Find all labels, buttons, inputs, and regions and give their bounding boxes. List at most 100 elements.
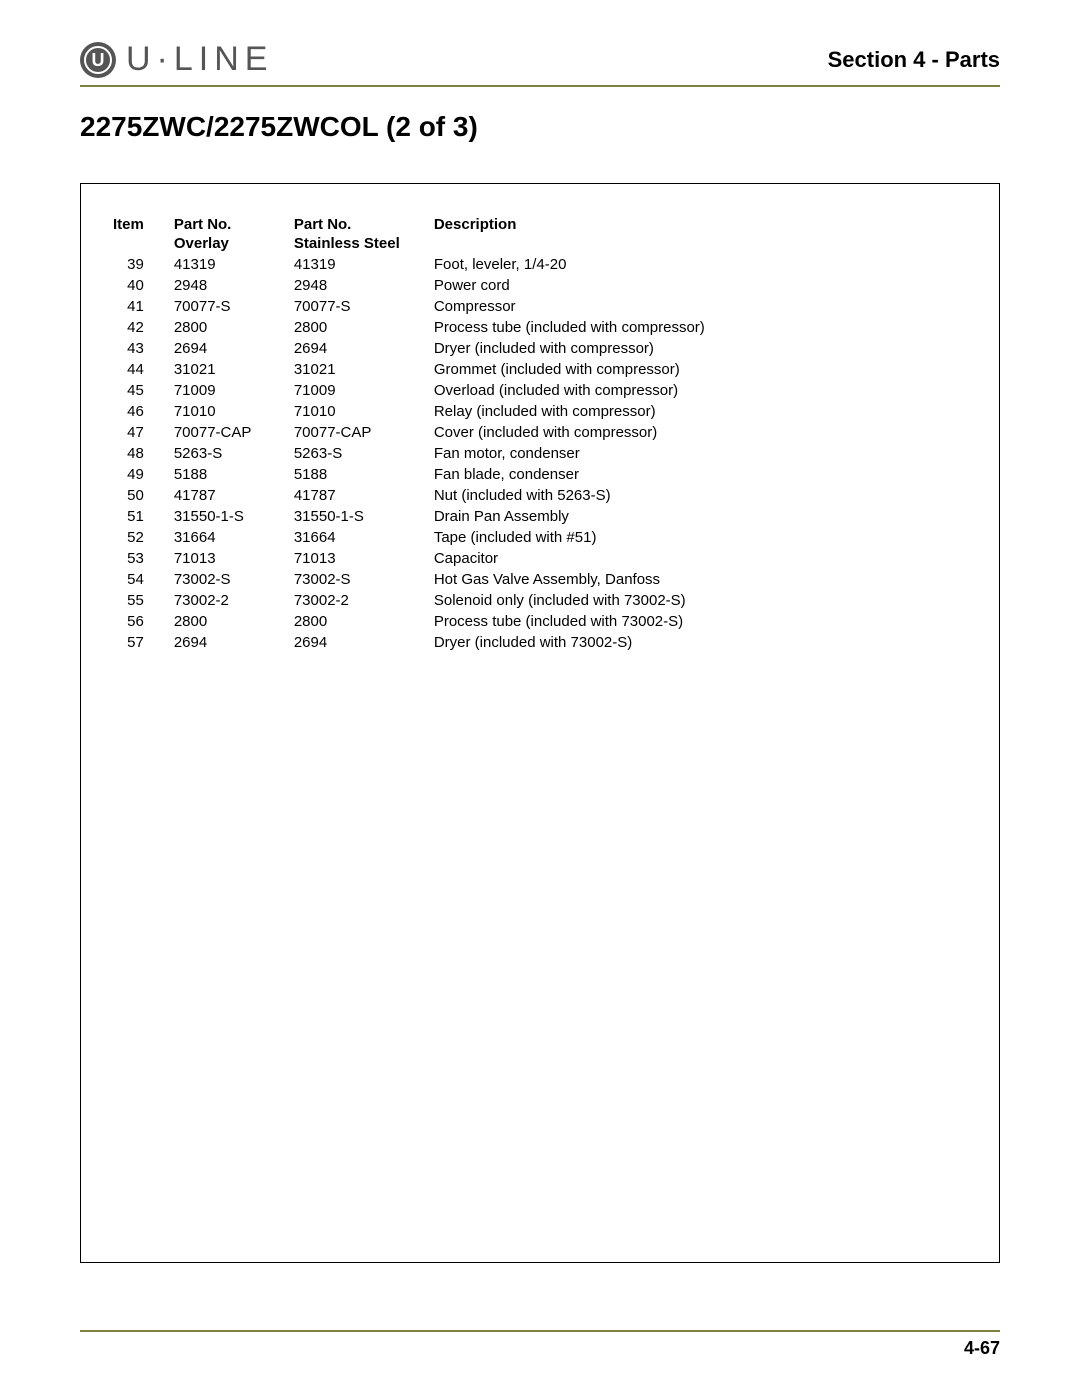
table-row: 443102131021Grommet (included with compr… bbox=[111, 359, 723, 380]
page-header: U U·LINE Section 4 - Parts bbox=[80, 40, 1000, 87]
table-row: 485263-S5263-SFan motor, condenser bbox=[111, 443, 723, 464]
table-row: 537101371013Capacitor bbox=[111, 548, 723, 569]
cell-item: 46 bbox=[111, 401, 172, 422]
cell-description: Dryer (included with 73002-S) bbox=[432, 632, 723, 653]
table-row: 4029482948Power cord bbox=[111, 275, 723, 296]
cell-overlay: 31021 bbox=[172, 359, 292, 380]
cell-description: Relay (included with compressor) bbox=[432, 401, 723, 422]
cell-stainless: 41319 bbox=[292, 254, 432, 275]
table-row: 467101071010Relay (included with compres… bbox=[111, 401, 723, 422]
cell-description: Hot Gas Valve Assembly, Danfoss bbox=[432, 569, 723, 590]
col-header-item-blank bbox=[111, 235, 172, 254]
cell-description: Grommet (included with compressor) bbox=[432, 359, 723, 380]
table-row: 4228002800Process tube (included with co… bbox=[111, 317, 723, 338]
cell-item: 50 bbox=[111, 485, 172, 506]
cell-item: 44 bbox=[111, 359, 172, 380]
cell-item: 40 bbox=[111, 275, 172, 296]
cell-overlay: 2948 bbox=[172, 275, 292, 296]
cell-stainless: 2694 bbox=[292, 338, 432, 359]
cell-item: 39 bbox=[111, 254, 172, 275]
cell-description: Tape (included with #51) bbox=[432, 527, 723, 548]
table-row: 394131941319Foot, leveler, 1/4-20 bbox=[111, 254, 723, 275]
cell-stainless: 73002-S bbox=[292, 569, 432, 590]
cell-item: 57 bbox=[111, 632, 172, 653]
col-header-description: Description bbox=[432, 214, 723, 235]
brand-logo-ring-icon: U bbox=[84, 46, 112, 74]
page-footer: 4-67 bbox=[80, 1330, 1000, 1359]
col-header-description-blank bbox=[432, 235, 723, 254]
brand-text: U·LINE bbox=[126, 40, 273, 79]
parts-table: Item Part No. Part No. Description Overl… bbox=[111, 214, 723, 653]
cell-description: Solenoid only (included with 73002-S) bbox=[432, 590, 723, 611]
cell-stainless: 31550-1-S bbox=[292, 506, 432, 527]
cell-item: 56 bbox=[111, 611, 172, 632]
col-header-overlay-line1: Part No. bbox=[172, 214, 292, 235]
cell-description: Overload (included with compressor) bbox=[432, 380, 723, 401]
cell-overlay: 31664 bbox=[172, 527, 292, 548]
table-row: 5573002-273002-2Solenoid only (included … bbox=[111, 590, 723, 611]
cell-overlay: 5263-S bbox=[172, 443, 292, 464]
table-row: 457100971009Overload (included with comp… bbox=[111, 380, 723, 401]
table-row: 5628002800Process tube (included with 73… bbox=[111, 611, 723, 632]
cell-item: 52 bbox=[111, 527, 172, 548]
col-header-overlay-line2: Overlay bbox=[172, 235, 292, 254]
cell-item: 41 bbox=[111, 296, 172, 317]
cell-overlay: 2800 bbox=[172, 611, 292, 632]
section-label: Section 4 - Parts bbox=[828, 47, 1000, 73]
cell-overlay: 5188 bbox=[172, 464, 292, 485]
table-row: 5726942694Dryer (included with 73002-S) bbox=[111, 632, 723, 653]
cell-item: 49 bbox=[111, 464, 172, 485]
page-title: 2275ZWC/2275ZWCOL (2 of 3) bbox=[80, 111, 1000, 143]
cell-stainless: 73002-2 bbox=[292, 590, 432, 611]
cell-description: Foot, leveler, 1/4-20 bbox=[432, 254, 723, 275]
cell-overlay: 71009 bbox=[172, 380, 292, 401]
cell-item: 54 bbox=[111, 569, 172, 590]
cell-stainless: 70077-CAP bbox=[292, 422, 432, 443]
cell-description: Nut (included with 5263-S) bbox=[432, 485, 723, 506]
cell-overlay: 31550-1-S bbox=[172, 506, 292, 527]
cell-description: Drain Pan Assembly bbox=[432, 506, 723, 527]
cell-stainless: 31664 bbox=[292, 527, 432, 548]
cell-overlay: 41319 bbox=[172, 254, 292, 275]
cell-overlay: 2800 bbox=[172, 317, 292, 338]
table-row: 4170077-S70077-SCompressor bbox=[111, 296, 723, 317]
col-header-stainless-line2: Stainless Steel bbox=[292, 235, 432, 254]
cell-description: Fan motor, condenser bbox=[432, 443, 723, 464]
cell-stainless: 5263-S bbox=[292, 443, 432, 464]
table-row: 4770077-CAP70077-CAPCover (included with… bbox=[111, 422, 723, 443]
cell-item: 43 bbox=[111, 338, 172, 359]
cell-item: 55 bbox=[111, 590, 172, 611]
cell-overlay: 73002-S bbox=[172, 569, 292, 590]
cell-overlay: 73002-2 bbox=[172, 590, 292, 611]
cell-description: Process tube (included with 73002-S) bbox=[432, 611, 723, 632]
cell-overlay: 70077-CAP bbox=[172, 422, 292, 443]
cell-description: Fan blade, condenser bbox=[432, 464, 723, 485]
cell-stainless: 41787 bbox=[292, 485, 432, 506]
table-row: 4951885188Fan blade, condenser bbox=[111, 464, 723, 485]
page: U U·LINE Section 4 - Parts 2275ZWC/2275Z… bbox=[0, 0, 1080, 1397]
cell-overlay: 70077-S bbox=[172, 296, 292, 317]
cell-stainless: 2800 bbox=[292, 611, 432, 632]
cell-stainless: 2948 bbox=[292, 275, 432, 296]
parts-table-frame: Item Part No. Part No. Description Overl… bbox=[80, 183, 1000, 1263]
cell-stainless: 71009 bbox=[292, 380, 432, 401]
cell-description: Process tube (included with compressor) bbox=[432, 317, 723, 338]
col-header-stainless-line1: Part No. bbox=[292, 214, 432, 235]
cell-description: Compressor bbox=[432, 296, 723, 317]
cell-overlay: 71013 bbox=[172, 548, 292, 569]
cell-item: 45 bbox=[111, 380, 172, 401]
cell-stainless: 71010 bbox=[292, 401, 432, 422]
brand-logo: U U·LINE bbox=[80, 40, 273, 79]
cell-item: 47 bbox=[111, 422, 172, 443]
page-number: 4-67 bbox=[964, 1338, 1000, 1358]
brand-logo-glyph-icon: U bbox=[92, 51, 105, 69]
parts-table-body: 394131941319Foot, leveler, 1/4-204029482… bbox=[111, 254, 723, 653]
table-row: 4326942694Dryer (included with compresso… bbox=[111, 338, 723, 359]
parts-table-head: Item Part No. Part No. Description Overl… bbox=[111, 214, 723, 254]
cell-stainless: 2800 bbox=[292, 317, 432, 338]
table-row: 5473002-S73002-SHot Gas Valve Assembly, … bbox=[111, 569, 723, 590]
cell-overlay: 2694 bbox=[172, 338, 292, 359]
cell-overlay: 71010 bbox=[172, 401, 292, 422]
cell-item: 48 bbox=[111, 443, 172, 464]
cell-stainless: 71013 bbox=[292, 548, 432, 569]
